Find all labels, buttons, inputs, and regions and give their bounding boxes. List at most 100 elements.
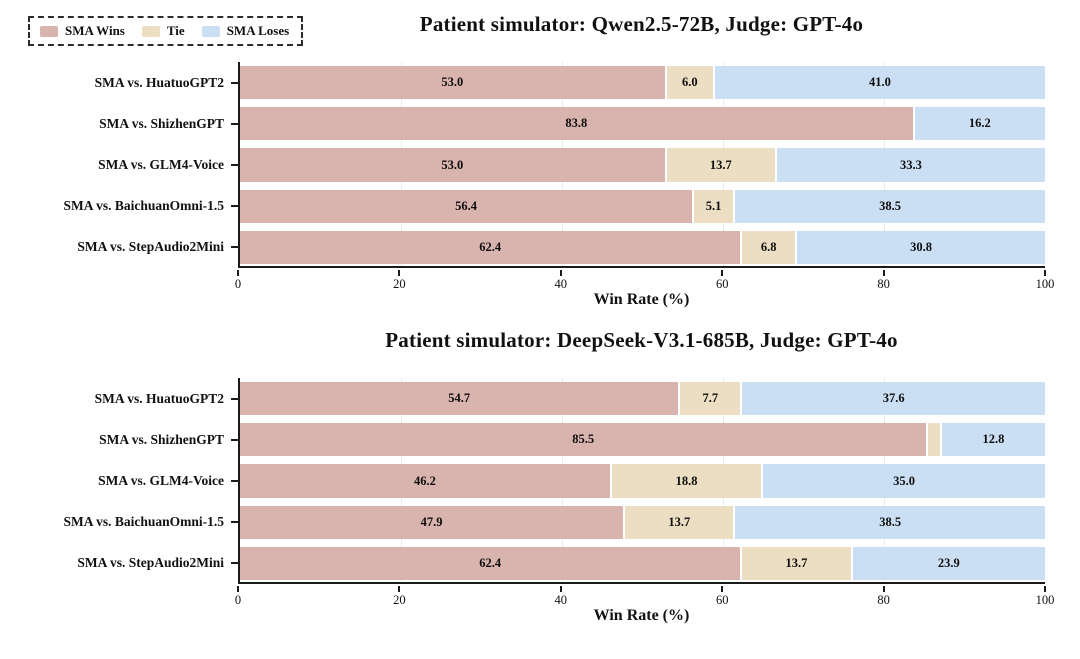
x-tick-label: 100 xyxy=(1035,277,1055,291)
legend-label: SMA Loses xyxy=(226,23,290,38)
x-tick-label: 20 xyxy=(393,593,406,607)
bar-segment-tie: 13.7 xyxy=(625,505,736,539)
value-label: 33.3 xyxy=(900,157,922,172)
x-tick-mark xyxy=(721,270,724,276)
stacked-bar: 62.4 13.7 23.9 xyxy=(240,546,1045,581)
x-tick-mark xyxy=(1044,270,1046,276)
bar-row: SMA vs. StepAudio2Mini 62.4 13.7 23.9 xyxy=(0,543,1045,584)
stacked-bar: 83.8 16.2 xyxy=(240,107,1045,141)
legend: SMA Wins Tie SMA Loses xyxy=(28,16,304,46)
x-axis-label: Win Rate (%) xyxy=(593,291,690,308)
legend-label: SMA Wins xyxy=(65,23,125,38)
category-label: SMA vs. BaichuanOmni-1.5 xyxy=(63,198,224,214)
value-label: 13.7 xyxy=(709,157,732,172)
value-label: 62.4 xyxy=(479,555,502,570)
bar-rows: SMA vs. HuatuoGPT2 53.0 6.0 41.0 SMA vs. Shi… xyxy=(0,62,1045,268)
x-tick-label: 40 xyxy=(554,277,568,291)
x-tick-mark xyxy=(398,586,401,592)
value-label: 53.0 xyxy=(441,157,464,172)
legend-item-sma-loses: SMA Loses xyxy=(201,23,290,39)
bar-segment-win: 47.9 xyxy=(240,505,626,539)
x-tick-label: 100 xyxy=(1035,593,1055,607)
chart-deepseek-judge-gpt4o: Patient simulator: DeepSeek-V3.1-685B, J… xyxy=(0,316,1080,659)
bar-row: SMA vs. BaichuanOmni-1.5 56.4 5.1 38.5 xyxy=(0,186,1045,227)
x-tick-mark xyxy=(721,586,724,592)
category-label: SMA vs. GLM4-Voice xyxy=(98,473,224,488)
stacked-bar: 53.0 13.7 33.3 xyxy=(240,148,1045,182)
bar-segment-win: 54.7 xyxy=(240,382,681,416)
bar-rows: SMA vs. HuatuoGPT2 54.7 7.7 37.6 SMA vs. Shi… xyxy=(0,378,1045,584)
bar-segment-tie xyxy=(928,423,942,457)
bar-segment-tie: 6.8 xyxy=(742,230,798,265)
category-label: SMA vs. StepAudio2Mini xyxy=(77,239,224,255)
bar-row: SMA vs. BaichuanOmni-1.5 47.9 13.7 38.5 xyxy=(0,502,1045,543)
stacked-bar: 53.0 6.0 41.0 xyxy=(240,66,1045,100)
value-label: 47.9 xyxy=(420,514,443,529)
x-tick-label: 60 xyxy=(715,277,729,291)
x-tick-label: 0 xyxy=(234,277,242,291)
bar-row: SMA vs. ShizhenGPT 83.8 16.2 xyxy=(0,103,1045,144)
bar-segment-tie: 6.0 xyxy=(666,66,715,100)
category-label: SMA vs. BaichuanOmni-1.5 xyxy=(63,514,224,530)
x-tick-mark xyxy=(237,586,239,592)
bar-segment-win: 53.0 xyxy=(240,66,667,100)
bar-segment-lose: 38.5 xyxy=(735,189,1045,223)
x-tick-mark xyxy=(237,270,239,276)
value-label: 7.7 xyxy=(702,391,719,406)
sma-wins-swatch-icon xyxy=(40,25,58,37)
bar-segment-lose: 37.6 xyxy=(742,382,1045,416)
category-label: SMA vs. GLM4-Voice xyxy=(98,157,224,172)
value-label: 16.2 xyxy=(968,116,991,131)
value-label: 38.5 xyxy=(879,198,901,213)
bar-row: SMA vs. StepAudio2Mini 62.4 6.8 30.8 xyxy=(0,227,1045,268)
bar-segment-lose: 41.0 xyxy=(714,66,1045,100)
bar-segment-lose: 12.8 xyxy=(941,423,1045,457)
chart-title: Patient simulator: DeepSeek-V3.1-685B, J… xyxy=(385,328,898,352)
x-tick-label: 80 xyxy=(877,277,890,291)
legend-item-sma-wins: SMA Wins xyxy=(40,23,125,39)
value-label: 13.7 xyxy=(668,514,691,529)
x-tick-mark xyxy=(882,586,885,592)
bar-row: SMA vs. GLM4-Voice 46.2 18.8 35.0 xyxy=(0,460,1045,501)
bar-row: SMA vs. HuatuoGPT2 53.0 6.0 41.0 xyxy=(0,62,1045,103)
x-tick-mark xyxy=(559,270,562,276)
x-tick-label: 0 xyxy=(234,593,242,607)
bar-segment-win: 56.4 xyxy=(240,189,695,223)
bar-segment-lose: 30.8 xyxy=(797,230,1045,265)
value-label: 13.7 xyxy=(785,555,808,570)
stacked-bar: 85.5 12.8 xyxy=(240,423,1045,457)
value-label: 56.4 xyxy=(455,198,477,213)
legend-item-tie: Tie xyxy=(141,23,185,39)
category-label: SMA vs. ShizhenGPT xyxy=(99,431,224,447)
value-label: 5.1 xyxy=(705,198,722,213)
x-axis-label: Win Rate (%) xyxy=(593,607,690,624)
value-label: 6.0 xyxy=(681,75,698,90)
value-label: 53.0 xyxy=(441,75,464,90)
bar-segment-lose: 23.9 xyxy=(852,546,1045,581)
x-tick-label: 80 xyxy=(877,593,890,607)
bar-segment-win: 53.0 xyxy=(240,148,667,182)
bar-row: SMA vs. GLM4-Voice 53.0 13.7 33.3 xyxy=(0,144,1045,185)
value-label: 12.8 xyxy=(982,432,1005,447)
bar-segment-tie: 13.7 xyxy=(742,546,853,581)
x-tick-label: 60 xyxy=(715,593,729,607)
sma-loses-swatch-icon xyxy=(201,25,220,37)
value-label: 54.7 xyxy=(448,391,471,406)
value-label: 38.5 xyxy=(879,514,902,529)
x-axis-ticks: 0 20 40 60 80 100 xyxy=(234,584,1054,614)
x-tick-mark xyxy=(1044,586,1046,592)
value-label: 23.9 xyxy=(937,555,960,570)
value-label: 85.5 xyxy=(572,432,595,447)
tie-swatch-icon xyxy=(141,25,160,37)
x-tick-mark xyxy=(398,270,401,276)
value-label: 62.4 xyxy=(479,239,502,254)
category-label: SMA vs. StepAudio2Mini xyxy=(77,555,224,571)
legend-label: Tie xyxy=(166,23,185,38)
bar-segment-win: 85.5 xyxy=(240,423,929,457)
chart-title: Patient simulator: Qwen2.5-72B, Judge: G… xyxy=(419,12,864,36)
bar-segment-tie: 13.7 xyxy=(666,148,777,182)
stacked-bar: 46.2 18.8 35.0 xyxy=(240,464,1045,498)
x-axis-ticks: 0 20 40 60 80 100 xyxy=(234,268,1054,298)
bar-segment-win: 46.2 xyxy=(240,464,612,498)
stacked-bar: 62.4 6.8 30.8 xyxy=(240,230,1045,265)
